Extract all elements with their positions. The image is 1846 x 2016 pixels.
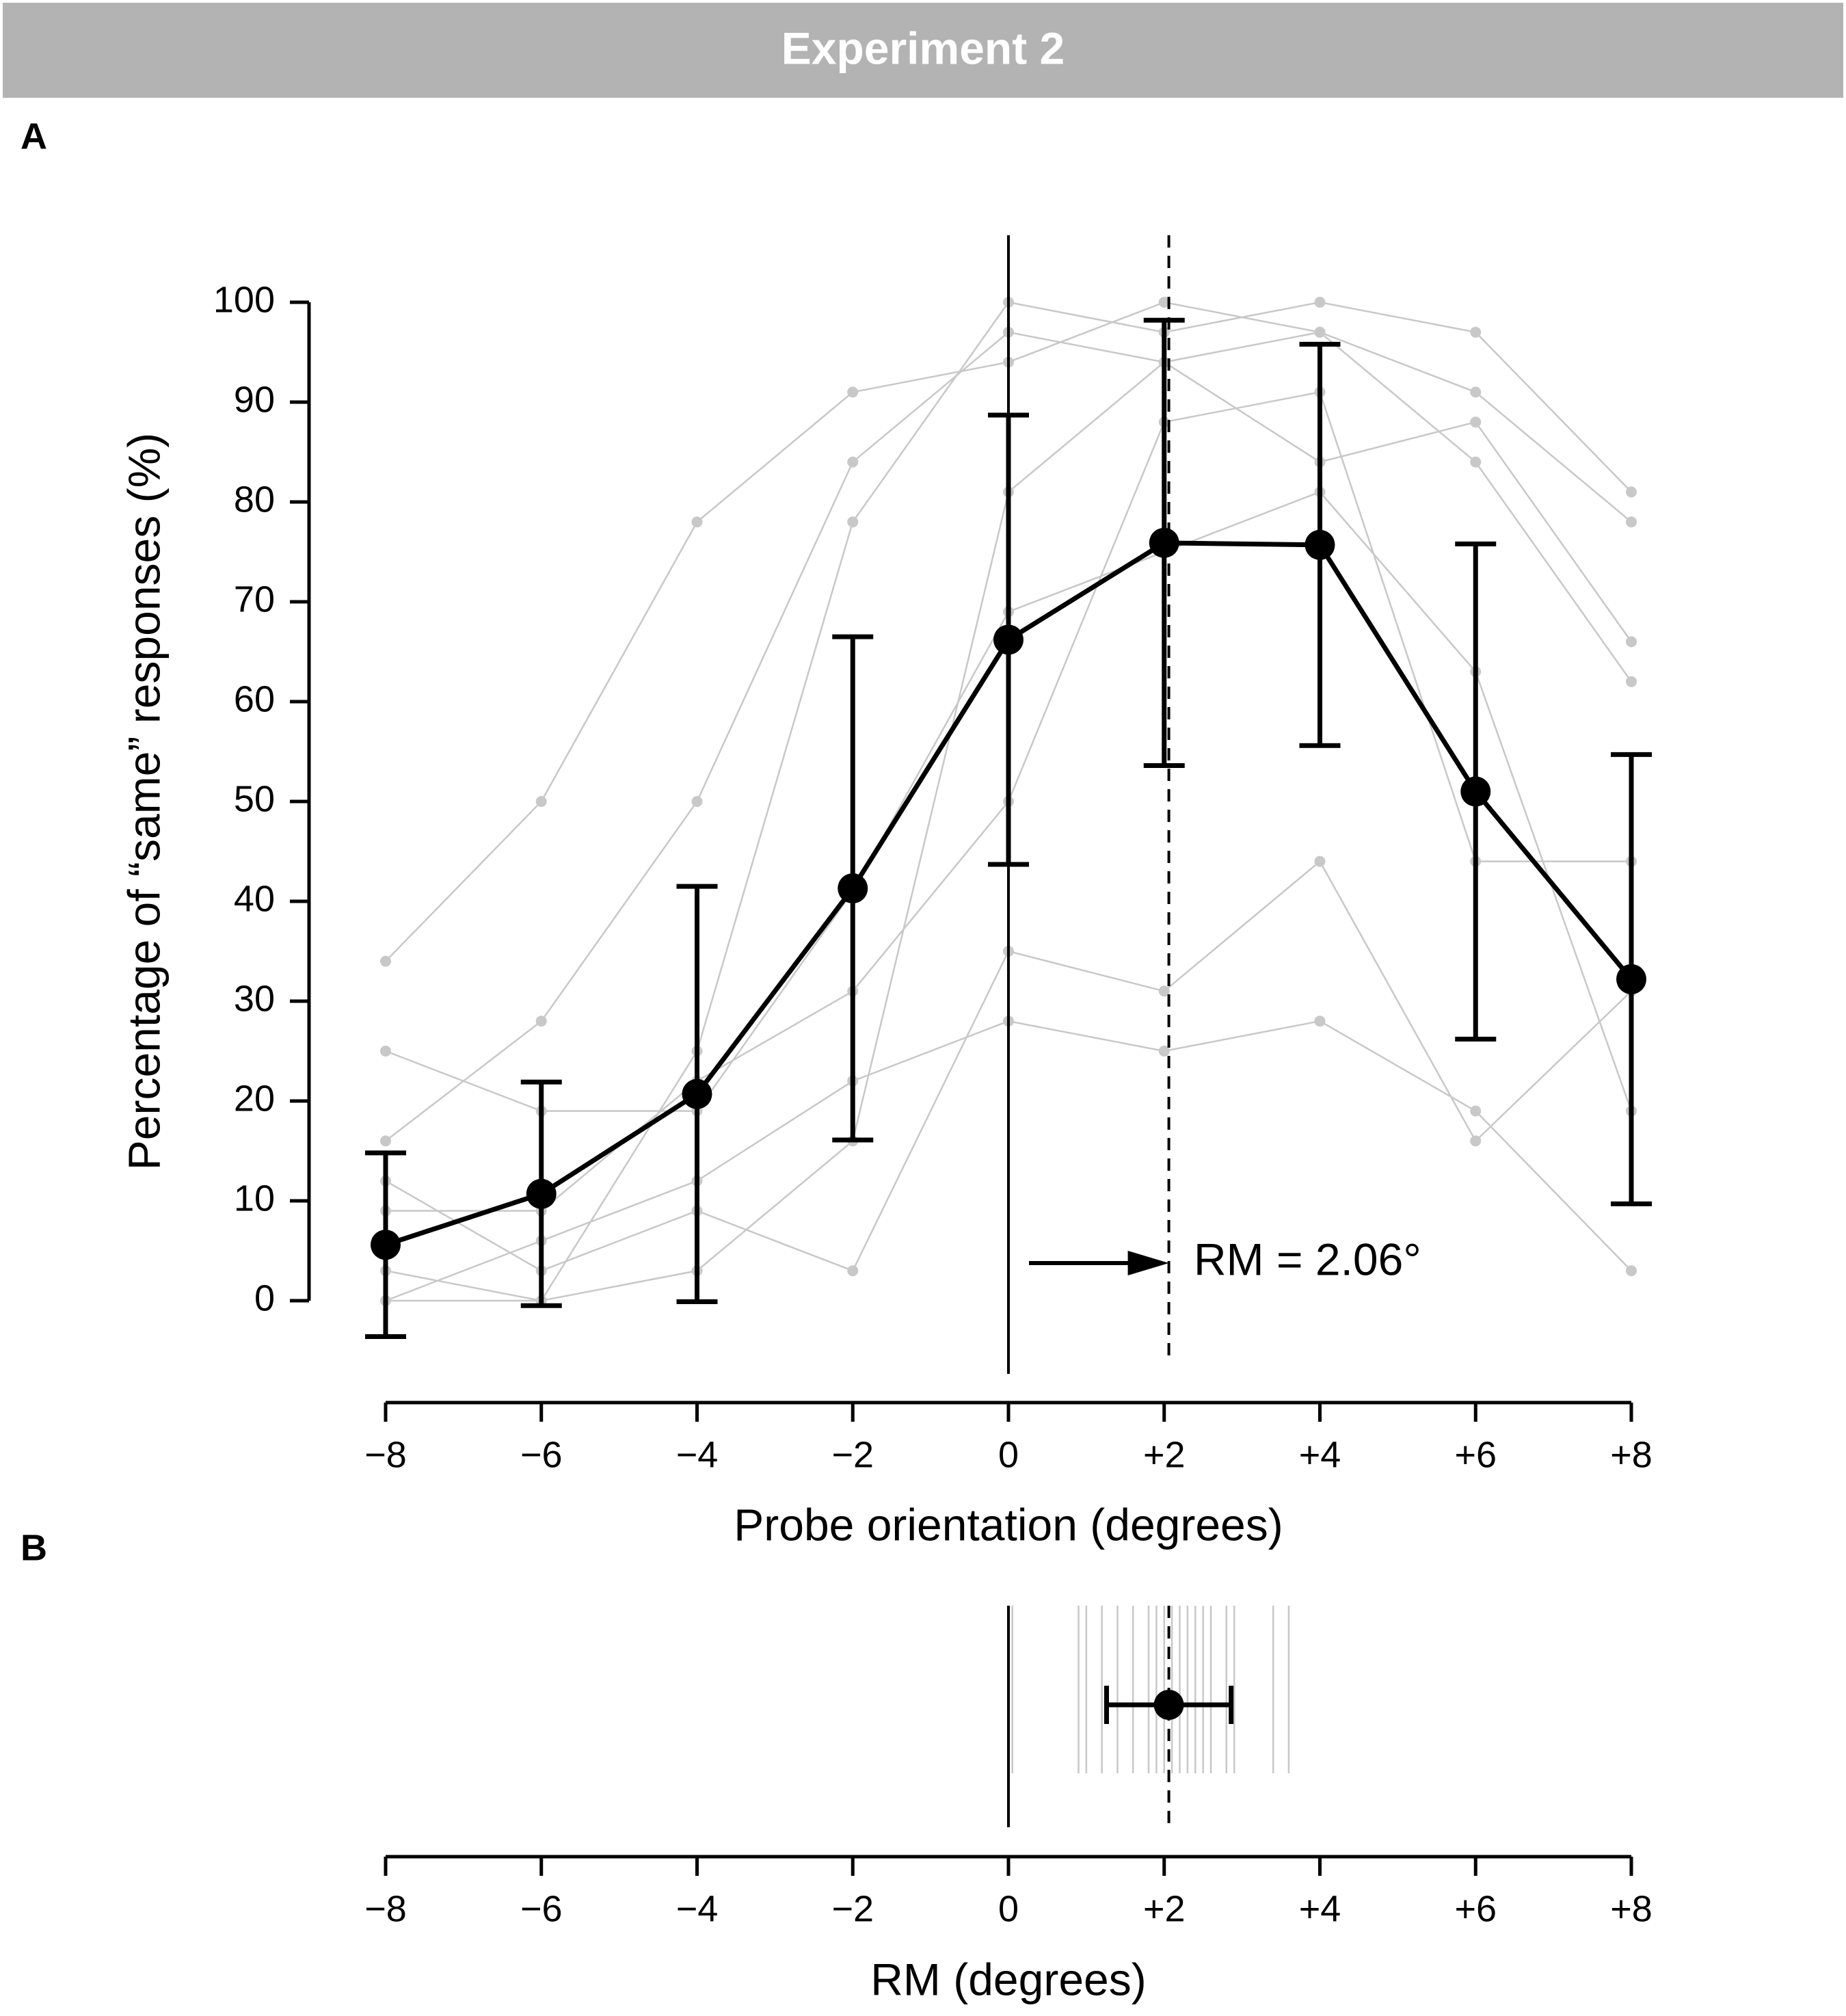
individual-point: [380, 955, 391, 967]
mean-point: [682, 1078, 712, 1109]
y-tick-label: 50: [234, 778, 275, 819]
individual-point: [380, 1046, 391, 1057]
x-tick-label: −2: [831, 1888, 874, 1929]
header-bar: [3, 3, 1843, 98]
individual-point: [847, 456, 859, 468]
x-tick-label: −6: [520, 1888, 563, 1929]
individual-point: [691, 796, 703, 807]
x-tick-label: 0: [998, 1434, 1019, 1475]
individual-point: [1626, 1265, 1637, 1277]
x-tick-label: +2: [1143, 1888, 1186, 1929]
y-tick-label: 90: [234, 379, 275, 420]
individual-point: [1626, 636, 1637, 648]
individual-point: [1158, 1046, 1170, 1057]
mean-point: [1460, 776, 1491, 807]
mean-point: [1153, 1690, 1184, 1720]
y-tick-label: 0: [254, 1277, 275, 1318]
mean-point: [526, 1178, 557, 1209]
x-tick-label: +4: [1299, 1888, 1341, 1929]
x-tick-label: +4: [1299, 1434, 1341, 1475]
y-tick-label: 70: [234, 579, 275, 620]
x-tick-label: 0: [998, 1888, 1019, 1929]
individual-point: [380, 1135, 391, 1147]
x-axis-label: Probe orientation (degrees): [734, 1499, 1283, 1550]
mean-point: [1149, 527, 1179, 558]
individual-point: [1470, 1135, 1482, 1147]
individual-point: [1158, 297, 1170, 308]
mean-point: [838, 873, 868, 904]
individual-point: [847, 386, 859, 398]
x-tick-label: +6: [1454, 1888, 1497, 1929]
y-tick-label: 30: [234, 978, 275, 1019]
y-tick-label: 80: [234, 479, 275, 520]
mean-point: [1616, 964, 1646, 994]
individual-point: [1314, 326, 1326, 338]
individual-point: [847, 516, 859, 528]
y-tick-label: 60: [234, 678, 275, 719]
individual-point: [1626, 516, 1637, 528]
individual-point: [1470, 456, 1482, 468]
x-axis-label: RM (degrees): [870, 1954, 1146, 2004]
x-tick-label: +8: [1610, 1888, 1653, 1929]
y-tick-label: 20: [234, 1078, 275, 1119]
individual-point: [535, 1016, 547, 1027]
panel-label: B: [21, 1527, 47, 1568]
annotation: RM = 2.06°: [1194, 1234, 1421, 1284]
x-tick-label: −6: [520, 1434, 563, 1475]
arrow-head: [1127, 1251, 1169, 1275]
mean-point: [993, 624, 1024, 655]
x-tick-label: −4: [676, 1888, 719, 1929]
x-tick-label: −4: [676, 1434, 719, 1475]
individual-point: [1470, 416, 1482, 428]
y-tick-label: 10: [234, 1178, 275, 1219]
x-tick-label: +6: [1454, 1434, 1497, 1475]
y-tick-label: 100: [213, 279, 275, 320]
x-tick-label: +8: [1610, 1434, 1653, 1475]
header-title: Experiment 2: [781, 23, 1065, 73]
y-tick-label: 40: [234, 878, 275, 919]
individual-point: [847, 1265, 859, 1277]
individual-point: [1314, 856, 1326, 867]
individual-point: [1470, 386, 1482, 398]
mean-point: [371, 1230, 401, 1260]
individual-point: [1470, 326, 1482, 338]
individual-point: [1626, 676, 1637, 687]
individual-point: [1314, 297, 1326, 308]
individual-point: [691, 516, 703, 528]
panel-label: A: [21, 116, 47, 157]
mean-point: [1305, 529, 1335, 560]
individual-point: [535, 796, 547, 807]
x-tick-label: −2: [831, 1434, 874, 1475]
individual-point: [1470, 1105, 1482, 1117]
x-tick-label: −8: [364, 1434, 407, 1475]
individual-point: [1314, 1016, 1326, 1027]
y-axis-label: Percentage of “same” responses (%): [118, 433, 169, 1170]
x-tick-label: −8: [364, 1888, 407, 1929]
individual-point: [1158, 985, 1170, 997]
individual-point: [1626, 486, 1637, 498]
x-tick-label: +2: [1143, 1434, 1186, 1475]
